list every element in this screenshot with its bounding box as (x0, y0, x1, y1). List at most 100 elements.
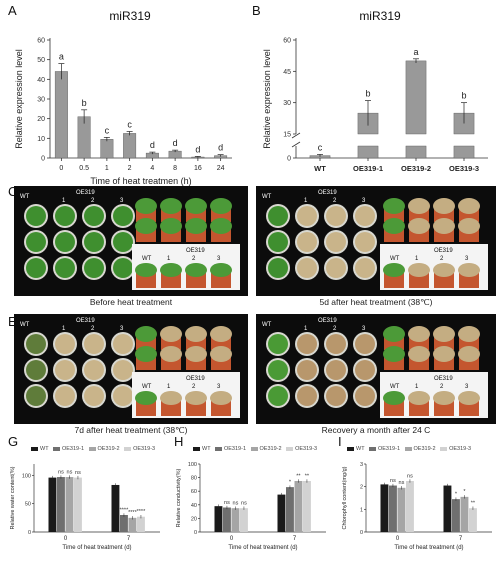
plant-side (185, 346, 207, 362)
plant-side (383, 198, 405, 214)
label-line: 2 (333, 198, 337, 204)
bar (303, 481, 311, 532)
y-tick-label: 100 (188, 462, 197, 468)
bar (231, 508, 240, 532)
plant-top (268, 232, 288, 252)
significance-mark: ** (296, 473, 301, 479)
plant-side (433, 198, 455, 214)
chart-b-title: miR319 (359, 9, 401, 23)
significance-mark: **** (120, 507, 129, 513)
significance-mark: **** (137, 509, 146, 515)
chart-a-title: miR319 (109, 9, 151, 23)
plant-top (113, 258, 133, 278)
label-pot: 1 (167, 384, 171, 390)
plant-side (210, 218, 232, 234)
label-oe: OE319 (76, 190, 95, 196)
plant-top (297, 258, 317, 278)
bar (443, 485, 452, 532)
y-tick-label: 20 (37, 116, 45, 123)
y-tick-label: 40 (191, 503, 197, 509)
bar (100, 139, 114, 159)
bar (54, 71, 68, 159)
plant-top (84, 258, 104, 278)
photo-e: WT OE319 1 2 3 OE319 WT 1 2 3 (14, 314, 248, 424)
legend-swatch (31, 446, 38, 451)
legend-label: WT (356, 446, 365, 452)
plant-side (433, 218, 455, 234)
significance-letter: d (218, 143, 223, 153)
y-tick-label: 10 (37, 136, 45, 143)
x-tick-label: 1 (105, 165, 109, 172)
plant-top (297, 360, 317, 380)
bar-lower (405, 145, 427, 159)
plant-top (268, 206, 288, 226)
label-wt: WT (262, 322, 272, 328)
significance-letter: b (82, 98, 87, 108)
plant-top (55, 206, 75, 226)
plant-side (135, 346, 157, 362)
y-tick-label: 60 (283, 38, 291, 45)
y-tick-label: 20 (191, 516, 197, 522)
plant-side (408, 198, 430, 214)
label-pot: 3 (217, 384, 221, 390)
plant-top (326, 206, 346, 226)
plant-side (383, 391, 405, 405)
significance-letter: d (195, 144, 200, 154)
plant-top (297, 386, 317, 406)
significance-letter: b (365, 89, 370, 99)
y-tick-label: 50 (37, 57, 45, 64)
y-axis-label: Relative conductivity(%) (176, 468, 182, 527)
legend-g: WT OE319-1 OE319-2 OE319-3 (28, 446, 155, 452)
photo-c: WT OE319 1 2 3 OE319 WT 1 2 3 (14, 186, 248, 296)
plant-side (185, 198, 207, 214)
plant-side (433, 391, 455, 405)
plant-side (383, 218, 405, 234)
bar (460, 496, 469, 532)
y-tick-label: 80 (191, 476, 197, 482)
y-axis-label: Chlorophyll content(mg/g) (342, 466, 348, 529)
bar-lower (357, 145, 379, 159)
x-axis-label: Time of heat treatmen (h) (90, 176, 191, 186)
legend-swatch (52, 446, 60, 451)
plant-top (355, 258, 375, 278)
plant-side (458, 263, 480, 277)
legend-swatch (250, 446, 258, 451)
label-line: 2 (91, 198, 95, 204)
legend-swatch (347, 446, 354, 451)
plant-top (355, 232, 375, 252)
plant-side (408, 326, 430, 342)
bar (57, 477, 65, 532)
panel-label-b: B (252, 3, 261, 18)
caption-f: Recovery a month after 24 C (321, 425, 431, 435)
legend-swatch (440, 446, 448, 451)
bar (120, 515, 128, 532)
plant-top (84, 206, 104, 226)
label-line: 1 (62, 326, 66, 332)
plant-top (113, 206, 133, 226)
label-line: 3 (120, 326, 124, 332)
y-tick-label: 60 (191, 489, 197, 495)
significance-mark: * (455, 491, 458, 497)
legend-label: OE319-3 (133, 446, 156, 452)
chart-b: 0 15 30 45 60 c WT b OE319-1 a OE319-2 b OE319-3 Rela… (262, 38, 488, 173)
significance-mark: ns (390, 478, 396, 484)
label-oe-pots: OE319 (186, 376, 205, 382)
caption-d: 5d after heat treatment (38℃) (319, 297, 433, 307)
photo-illustration: WT OE319 1 2 3 OE319 WT 1 2 3 (262, 190, 488, 290)
x-tick-label: 4 (150, 165, 154, 172)
plant-top (26, 206, 46, 226)
significance-mark: ns (224, 500, 230, 506)
x-tick-label: 2 (128, 165, 132, 172)
label-pot: 2 (192, 384, 196, 390)
label-pot: WT (390, 384, 400, 390)
plant-top (55, 232, 75, 252)
photo-d: WT OE319 1 2 3 OE319 WT 1 2 3 (256, 186, 496, 296)
label-oe-pots: OE319 (434, 248, 453, 254)
label-line: 3 (120, 198, 124, 204)
photo-illustration: WT OE319 1 2 3 OE319 WT 1 2 3 (20, 190, 240, 290)
label-wt: WT (262, 194, 272, 200)
plant-side (458, 346, 480, 362)
significance-mark: ** (305, 473, 310, 479)
x-tick-label: OE319-3 (449, 164, 479, 173)
legend-i: WT OE319-1 OE319-2 OE319-3 (344, 446, 471, 452)
